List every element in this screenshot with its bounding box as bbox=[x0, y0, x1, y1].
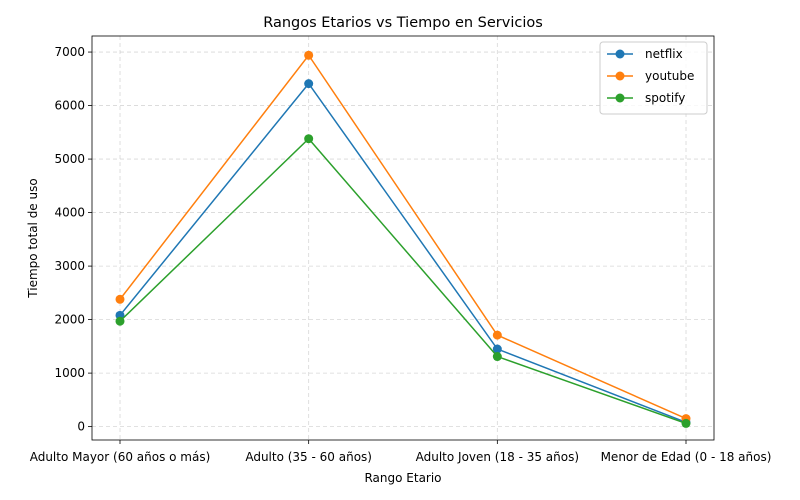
data-point-youtube bbox=[115, 294, 125, 304]
data-point-spotify bbox=[681, 418, 691, 428]
data-point-spotify bbox=[304, 134, 314, 144]
legend-marker bbox=[615, 93, 625, 103]
x-axis: Adulto Mayor (60 años o más) Adulto (35 -… bbox=[30, 440, 772, 464]
legend-item-youtube: youtube bbox=[607, 69, 694, 83]
legend-marker bbox=[615, 71, 625, 81]
legend-item-netflix: netflix bbox=[607, 47, 683, 61]
data-point-spotify bbox=[492, 352, 502, 362]
series-layer bbox=[115, 50, 691, 428]
legend-label: netflix bbox=[645, 47, 683, 61]
series-line-youtube bbox=[119, 53, 687, 420]
data-point-netflix bbox=[304, 79, 314, 89]
series-netflix bbox=[115, 79, 691, 427]
series-line-netflix bbox=[119, 82, 687, 424]
legend-label: youtube bbox=[645, 69, 694, 83]
y-tick-label: 4000 bbox=[54, 206, 85, 220]
series-line-spotify bbox=[119, 137, 687, 425]
data-point-youtube bbox=[492, 330, 502, 340]
x-tick-label: Adulto Joven (18 - 35 años) bbox=[416, 450, 579, 464]
data-point-netflix bbox=[492, 344, 502, 354]
y-tick-label: 3000 bbox=[54, 259, 85, 273]
plot-frame bbox=[91, 35, 715, 441]
y-tick-label: 2000 bbox=[54, 313, 85, 327]
x-axis-title: Rango Etario bbox=[364, 471, 441, 485]
x-tick-label: Adulto Mayor (60 años o más) bbox=[30, 450, 211, 464]
y-axis: 0 1000 2000 3000 4000 5000 6000 7000 bbox=[54, 45, 92, 434]
y-axis-title: Tiempo total de uso bbox=[26, 178, 40, 298]
x-tick-label: Adulto (35 - 60 años) bbox=[245, 450, 372, 464]
data-point-youtube bbox=[304, 50, 314, 60]
x-tick-label: Menor de Edad (0 - 18 años) bbox=[601, 450, 772, 464]
y-tick-label: 6000 bbox=[54, 99, 85, 113]
legend: netflix youtube spotify bbox=[599, 41, 708, 115]
chart-title: Rangos Etarios vs Tiempo en Servicios bbox=[263, 15, 543, 31]
legend-label: spotify bbox=[645, 91, 685, 105]
legend-box bbox=[599, 41, 708, 115]
y-tick-label: 0 bbox=[77, 420, 85, 434]
y-tick-label: 1000 bbox=[54, 366, 85, 380]
series-spotify bbox=[115, 134, 691, 428]
legend-item-spotify: spotify bbox=[607, 91, 685, 105]
y-tick-label: 7000 bbox=[54, 45, 85, 59]
data-point-spotify bbox=[115, 316, 125, 326]
y-tick-label: 5000 bbox=[54, 152, 85, 166]
legend-marker bbox=[615, 49, 625, 59]
